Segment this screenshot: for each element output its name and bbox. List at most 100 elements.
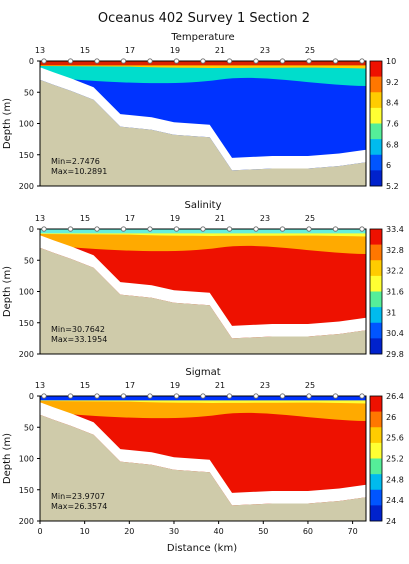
colorbar-tick-label: 31 [386, 308, 396, 317]
y-tick-label: 50 [24, 256, 34, 265]
station-marker [359, 393, 365, 399]
x-tick-label: 20 [124, 527, 134, 536]
station-marker [120, 58, 127, 64]
station-marker [253, 393, 259, 399]
station-label: 17 [125, 381, 135, 390]
station-label: 15 [80, 381, 90, 390]
colorbar-tick-label: 32.2 [386, 267, 404, 276]
y-tick-label: 0 [29, 392, 34, 401]
min-annotation: Min=23.9707 [51, 492, 105, 501]
colorbar-frame [369, 60, 383, 187]
colorbar-segment [370, 170, 382, 187]
field [40, 229, 366, 354]
station-label: 13 [35, 214, 45, 223]
max-annotation: Max=10.2891 [51, 167, 107, 176]
y-tick-label: 0 [29, 57, 34, 66]
y-axis-label: Depth (m) [2, 266, 13, 317]
x-tick-label: 40 [214, 527, 224, 536]
colorbar-segment [370, 489, 382, 506]
y-tick-label: 100 [19, 288, 34, 297]
colorbar-segment [370, 92, 382, 109]
station-marker [253, 226, 259, 232]
station-marker [41, 58, 47, 64]
colorbar-segment [370, 322, 382, 339]
colorbar-tick-label: 6.8 [386, 140, 399, 149]
colorbar: 10 9.2 8.4 7.6 6.8 6 5.2 [369, 57, 399, 191]
y-axis-label: Depth (m) [2, 98, 13, 149]
station-marker [147, 393, 153, 399]
station-label: 25 [305, 214, 315, 223]
station-marker [332, 226, 339, 232]
station-marker [67, 226, 74, 232]
figure-title: Oceanus 402 Survey 1 Section 2 [98, 11, 310, 26]
x-axis-label: Distance (km) [167, 543, 237, 554]
station-label: 15 [80, 46, 90, 55]
colorbar-segment [370, 76, 382, 93]
x-tick-label: 0 [37, 527, 42, 536]
colorbar-segment [370, 139, 382, 156]
station-marker [120, 226, 127, 232]
station-label: 19 [170, 46, 180, 55]
colorbar-segment [370, 123, 382, 140]
y-tick-label: 150 [19, 151, 34, 160]
colorbar-segment [370, 260, 382, 277]
x-tick-label: 60 [303, 527, 313, 536]
station-marker [94, 58, 100, 64]
station-marker [359, 58, 365, 64]
panel-title: Sigmat [185, 367, 220, 378]
colorbar-segment [370, 291, 382, 308]
colorbar-segment [370, 442, 382, 459]
colorbar-tick-label: 10 [386, 57, 396, 66]
station-marker [279, 393, 286, 399]
colorbar-tick-label: 9.2 [386, 78, 399, 87]
station-label: 25 [305, 46, 315, 55]
colorbar-tick-label: 33.4 [386, 225, 404, 234]
x-tick-label: 10 [80, 527, 90, 536]
colorbar-tick-label: 29.8 [386, 350, 404, 359]
station-label: 21 [215, 214, 225, 223]
colorbar-segment [370, 307, 382, 324]
max-annotation: Max=33.1954 [51, 335, 107, 344]
y-tick-label: 0 [29, 225, 34, 234]
min-annotation: Min=30.7642 [51, 325, 105, 334]
station-marker [173, 226, 180, 232]
colorbar-tick-label: 26.4 [386, 392, 404, 401]
colorbar-segment [370, 505, 382, 522]
panel-title: Temperature [170, 32, 234, 43]
seabed [40, 247, 366, 354]
station-marker [226, 393, 233, 399]
station-marker [94, 226, 100, 232]
colorbar-frame [369, 228, 383, 355]
colorbar-segment [370, 275, 382, 292]
station-marker [332, 393, 339, 399]
colorbar-tick-label: 8.4 [386, 99, 399, 108]
colorbar: 26.4 26 25.6 25.2 24.8 24.4 24 [369, 392, 404, 526]
panel-title: Salinity [185, 200, 222, 211]
station-label: 19 [170, 381, 180, 390]
max-annotation: Max=26.3574 [51, 502, 107, 511]
station-marker [41, 226, 47, 232]
station-marker [173, 393, 180, 399]
colorbar-segment [370, 427, 382, 444]
station-marker [306, 226, 312, 232]
colorbar-tick-label: 6 [386, 161, 391, 170]
no-data-region [40, 402, 366, 506]
field [40, 61, 366, 186]
colorbar-tick-label: 25.6 [386, 434, 404, 443]
station-marker [332, 58, 339, 64]
colorbar-segment [370, 229, 382, 245]
colorbar-segment [370, 396, 382, 412]
y-tick-label: 50 [24, 88, 34, 97]
station-marker [200, 393, 206, 399]
station-marker [67, 393, 74, 399]
station-marker [120, 393, 127, 399]
x-tick-label: 70 [348, 527, 358, 536]
colorbar-tick-label: 25.2 [386, 455, 404, 464]
station-label: 25 [305, 381, 315, 390]
no-data-region [40, 235, 366, 339]
station-label: 13 [35, 381, 45, 390]
station-marker [147, 226, 153, 232]
field [40, 396, 366, 521]
